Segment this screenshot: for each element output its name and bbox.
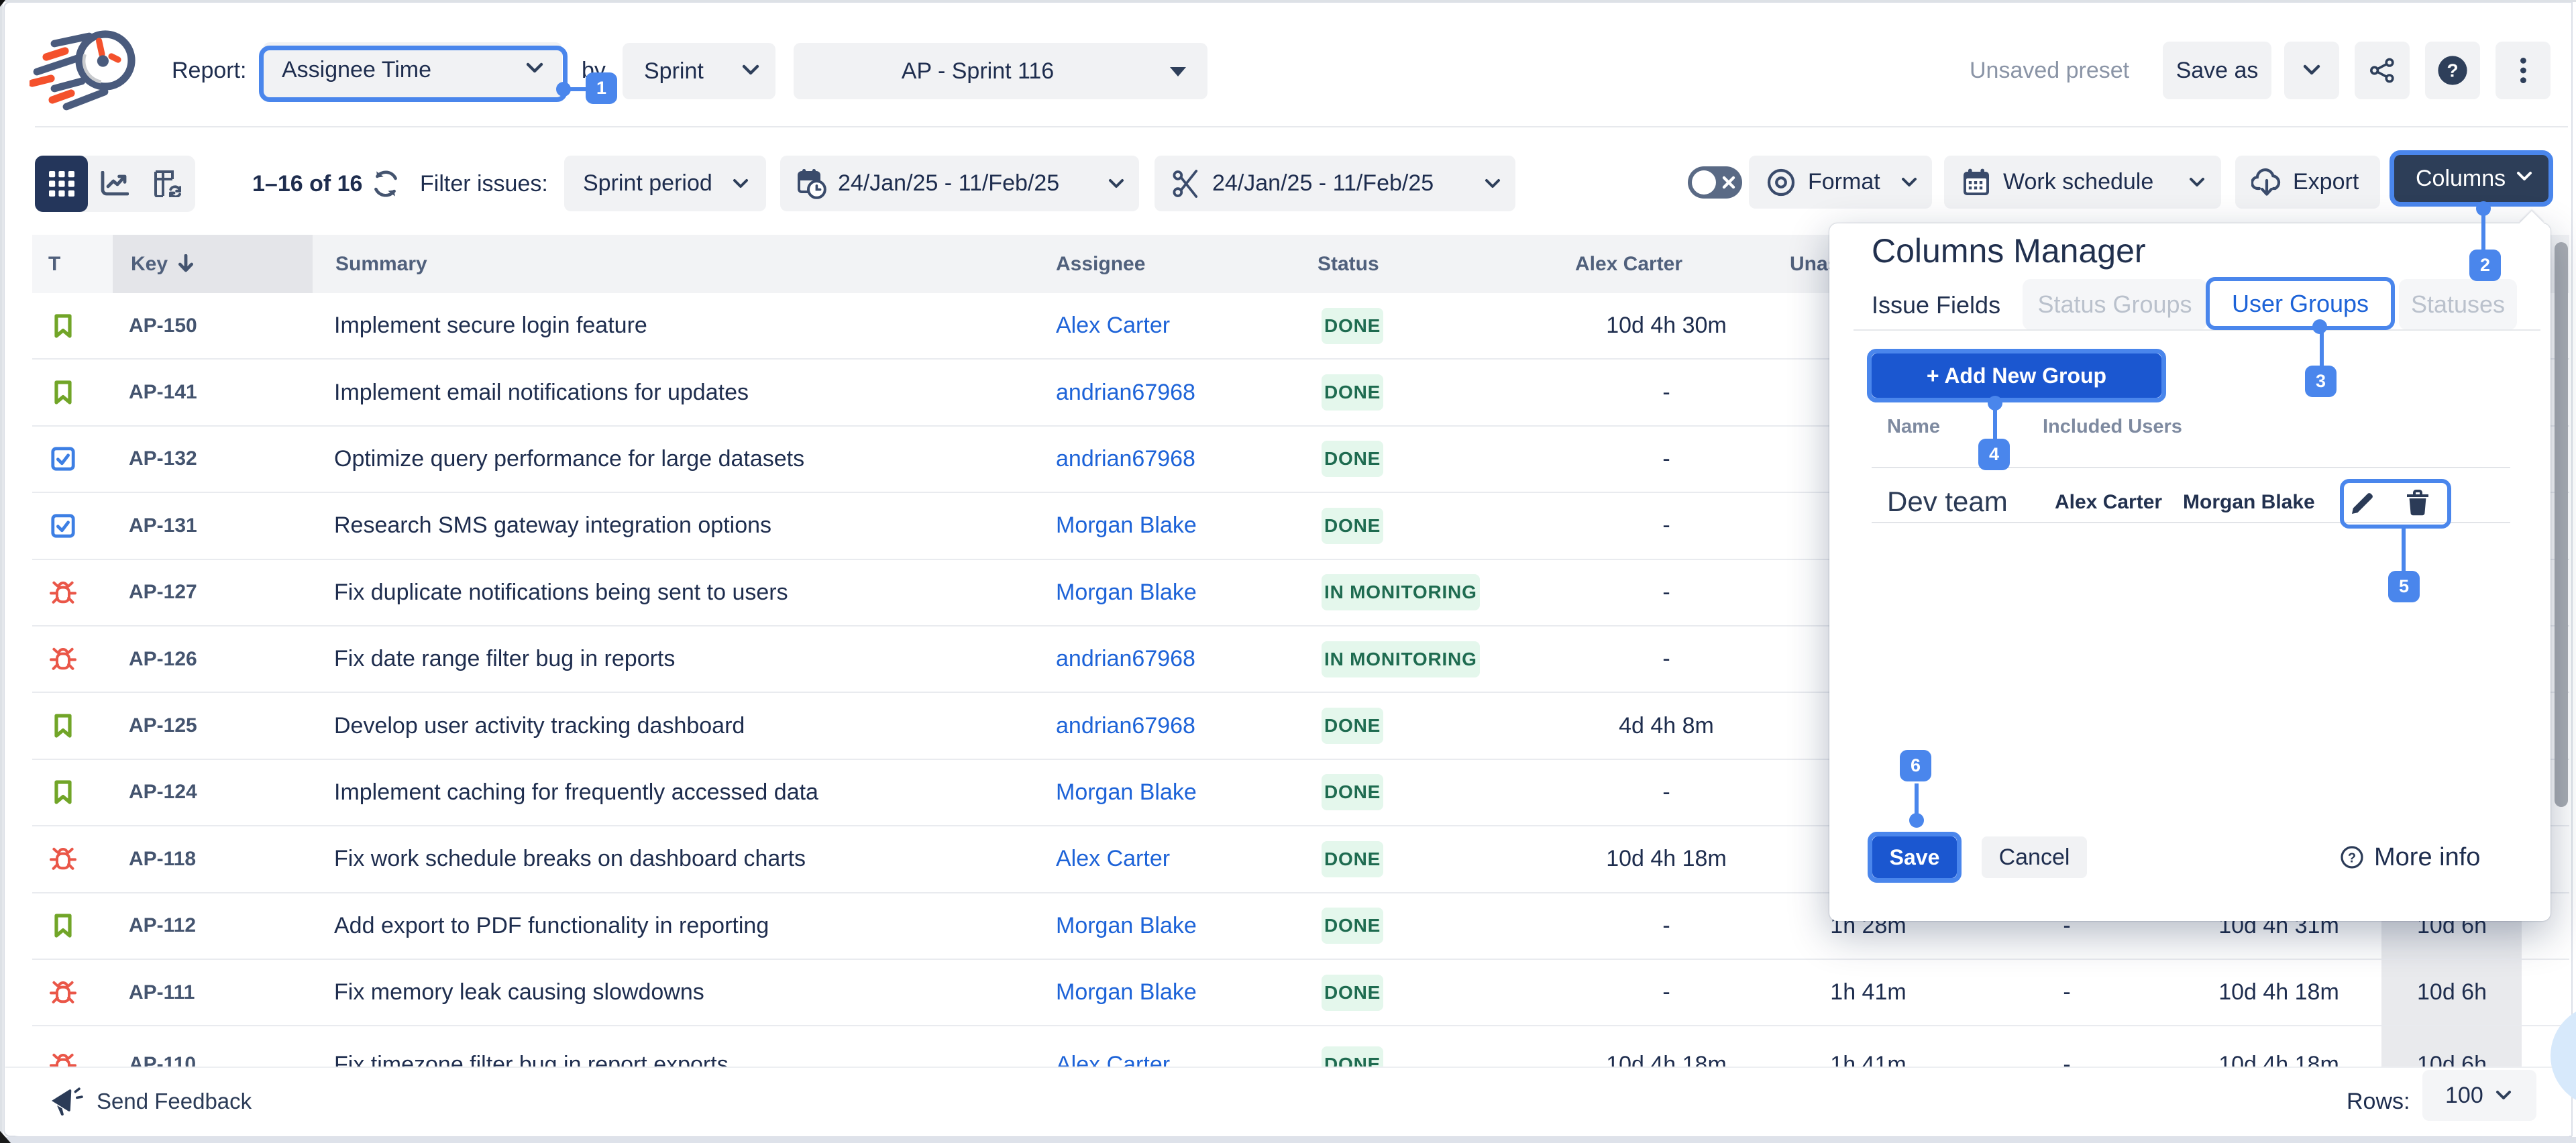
svg-text:?: ? — [2348, 851, 2356, 865]
svg-text:?: ? — [2447, 60, 2458, 81]
